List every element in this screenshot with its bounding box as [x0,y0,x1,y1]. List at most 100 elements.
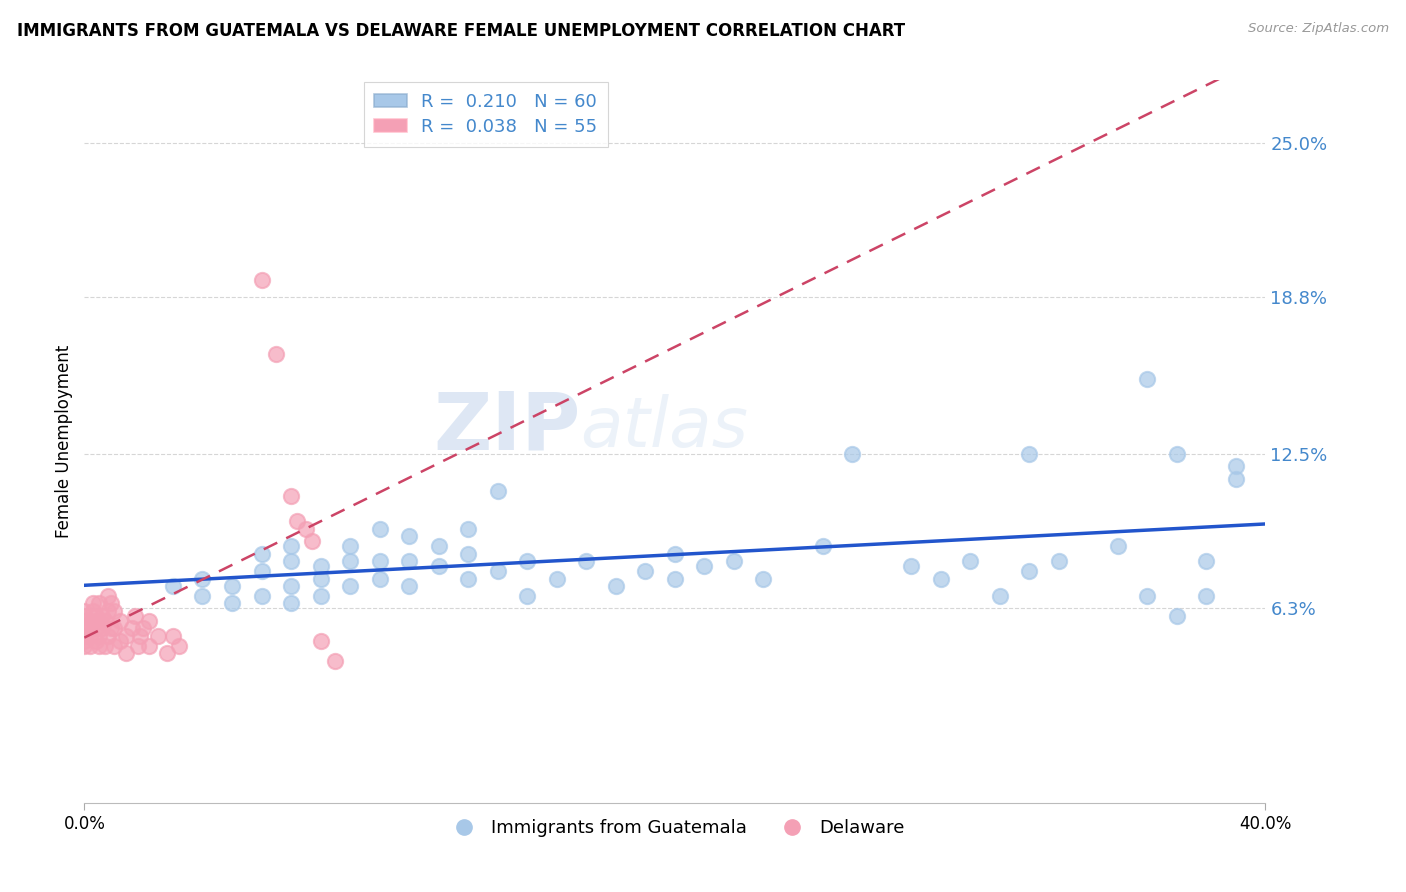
Point [82,597,104,611]
Point [605,579,627,593]
Text: Source: ZipAtlas.com: Source: ZipAtlas.com [1249,22,1389,36]
Point [575,554,598,568]
Point [1136,589,1159,603]
Point [295,522,318,536]
Point [108,614,131,628]
Point [100,597,122,611]
Point [664,572,686,586]
Point [280,489,302,503]
Point [87,639,111,653]
Point [1136,372,1159,386]
Point [457,547,479,561]
Point [121,621,143,635]
Point [94,614,117,628]
Text: atlas: atlas [581,393,748,460]
Point [280,597,302,611]
Point [1047,554,1070,568]
Point [250,564,273,578]
Point [82,614,104,628]
Point [79,639,101,653]
Point [280,539,302,553]
Point [339,579,361,593]
Point [280,579,302,593]
Point [285,514,308,528]
Point [486,484,509,499]
Point [167,639,190,653]
Point [191,589,214,603]
Point [94,639,117,653]
Point [339,554,361,568]
Point [250,547,273,561]
Point [1195,589,1218,603]
Point [988,589,1011,603]
Point [664,547,686,561]
Point [87,597,111,611]
Point [108,633,131,648]
Point [91,621,114,635]
Point [486,564,509,578]
Point [427,559,450,574]
Point [191,572,214,586]
Point [516,589,538,603]
Point [339,539,361,553]
Point [73,609,96,624]
Point [138,639,160,653]
Point [1225,472,1247,486]
Point [841,447,863,461]
Point [427,539,450,553]
Text: IMMIGRANTS FROM GUATEMALA VS DELAWARE FEMALE UNEMPLOYMENT CORRELATION CHART: IMMIGRANTS FROM GUATEMALA VS DELAWARE FE… [17,22,905,40]
Legend: Immigrants from Guatemala, Delaware: Immigrants from Guatemala, Delaware [439,812,911,845]
Point [325,654,347,668]
Point [87,629,111,643]
Point [368,554,391,568]
Point [250,589,273,603]
Point [266,347,288,361]
Point [516,554,538,568]
Point [280,554,302,568]
Point [1018,447,1040,461]
Point [398,554,420,568]
Point [368,522,391,536]
Point [82,604,104,618]
Point [84,609,107,624]
Point [97,589,120,603]
Point [124,609,146,624]
Y-axis label: Female Unemployment: Female Unemployment [55,345,73,538]
Point [250,272,273,286]
Point [162,579,184,593]
Text: ZIP: ZIP [433,388,581,467]
Point [73,629,96,643]
Point [368,572,391,586]
Point [1018,564,1040,578]
Point [811,539,834,553]
Point [309,633,332,648]
Point [79,621,101,635]
Point [900,559,922,574]
Point [84,621,107,635]
Point [100,621,122,635]
Point [97,629,120,643]
Point [221,597,243,611]
Point [162,629,184,643]
Point [301,534,323,549]
Point [103,639,125,653]
Point [693,559,716,574]
Point [73,633,96,648]
Point [221,579,243,593]
Point [156,646,179,660]
Point [1107,539,1129,553]
Point [91,609,114,624]
Point [959,554,981,568]
Point [127,639,149,653]
Point [87,614,111,628]
Point [148,629,170,643]
Point [634,564,657,578]
Point [398,529,420,543]
Point [73,604,96,618]
Point [114,646,136,660]
Point [73,639,96,653]
Point [138,614,160,628]
Point [309,589,332,603]
Point [398,579,420,593]
Point [723,554,745,568]
